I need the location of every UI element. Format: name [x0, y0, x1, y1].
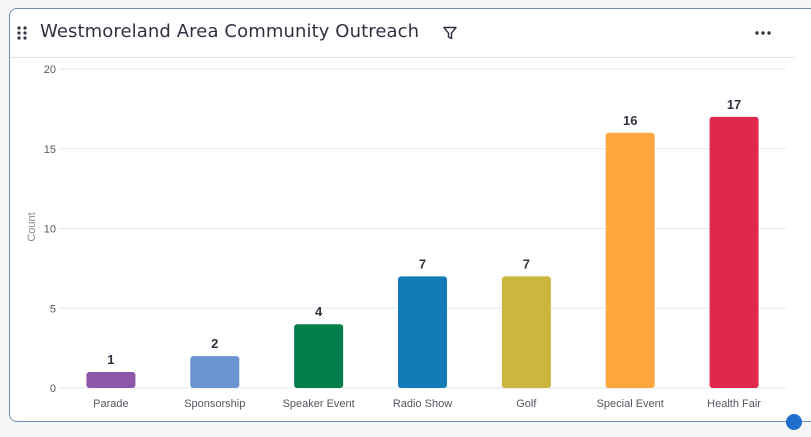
widget-header: Westmoreland Area Community Outreach — [10, 9, 795, 58]
x-tick-label: Golf — [516, 398, 537, 410]
more-options-icon[interactable] — [751, 24, 775, 42]
x-tick-labels: Parade Sponsorship Speaker Event Radio Show… — [93, 398, 761, 410]
widget-title: Westmoreland Area Community Outreach — [40, 21, 420, 42]
bar[interactable] — [86, 372, 136, 388]
y-tick-label: 5 — [50, 303, 56, 315]
x-tick-label: Speaker Event — [283, 398, 355, 410]
value-label: 4 — [315, 304, 323, 319]
bar[interactable] — [605, 132, 655, 388]
y-axis-label: Count — [26, 212, 38, 241]
bar[interactable] — [190, 356, 240, 388]
value-label: 17 — [727, 97, 741, 112]
value-label: 7 — [523, 256, 530, 271]
filter-icon[interactable] — [441, 24, 459, 42]
bars — [86, 116, 759, 388]
x-tick-label: Sponsorship — [184, 398, 245, 410]
chart-widget: Westmoreland Area Community Outreach 0 5 1… — [9, 8, 811, 422]
bar[interactable] — [294, 324, 344, 388]
y-tick-label: 20 — [44, 64, 56, 76]
x-tick-label: Radio Show — [393, 398, 452, 410]
value-label: 7 — [419, 256, 426, 271]
y-tick-label: 0 — [50, 383, 56, 395]
value-label: 1 — [107, 352, 114, 367]
y-tick-label: 10 — [44, 224, 56, 236]
bar[interactable] — [501, 276, 551, 388]
x-tick-label: Special Event — [597, 398, 664, 410]
y-tick-label: 15 — [44, 144, 56, 156]
x-tick-label: Health Fair — [707, 398, 761, 410]
value-labels: 1 2 4 7 7 16 17 — [107, 97, 741, 367]
x-tick-label: Parade — [93, 398, 128, 410]
value-label: 2 — [211, 336, 218, 351]
bar[interactable] — [709, 116, 759, 388]
bar[interactable] — [398, 276, 447, 388]
resize-handle[interactable] — [786, 414, 802, 430]
y-tick-labels: 0 5 10 15 20 — [44, 64, 56, 395]
value-label: 16 — [623, 113, 637, 128]
drag-handle-icon[interactable] — [17, 26, 27, 40]
bar-chart: 0 5 10 15 20 Count 1 2 4 7 7 16 17 Parade Sponsorsh… — [26, 64, 786, 410]
